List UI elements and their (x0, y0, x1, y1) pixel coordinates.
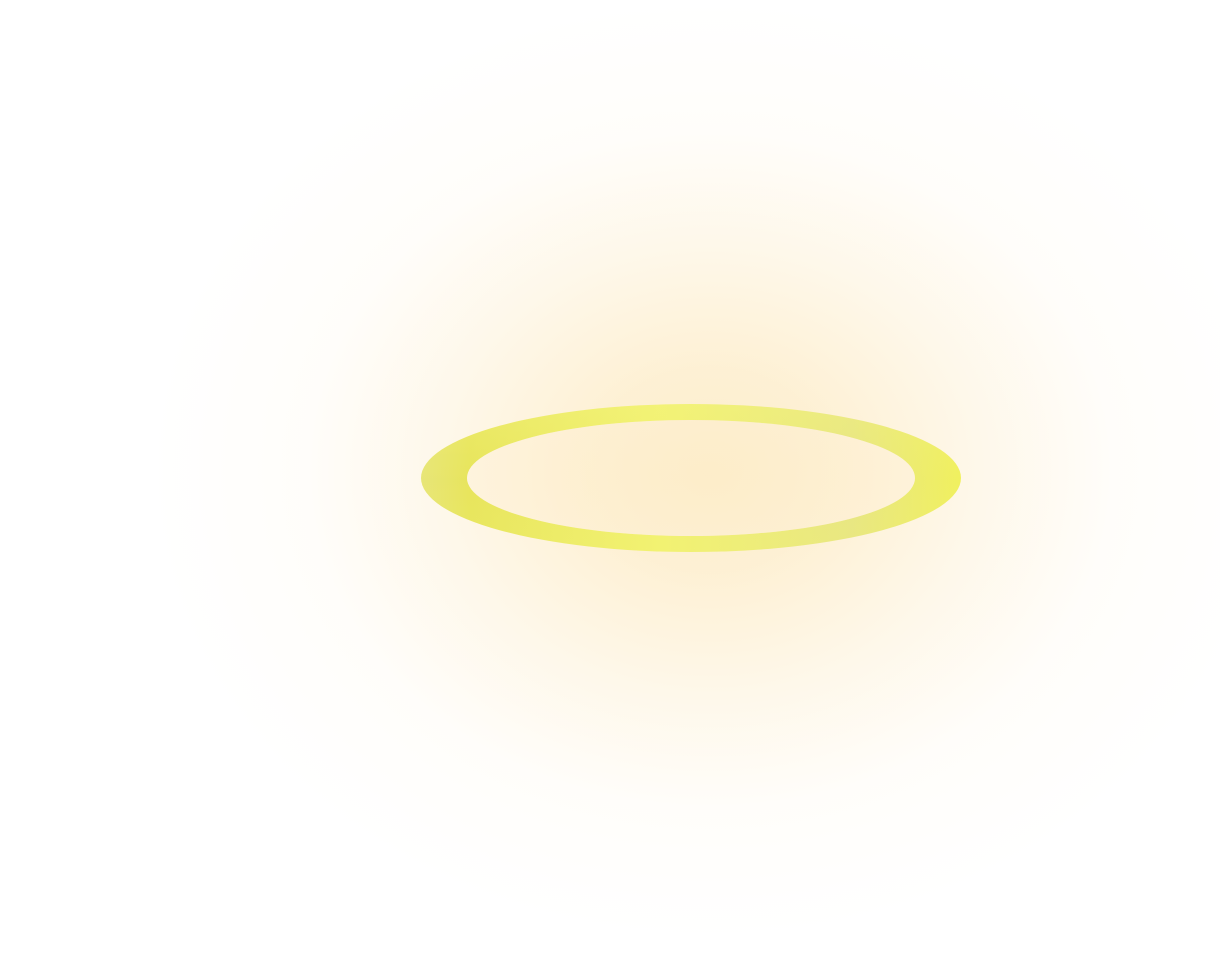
halo-inner-void (467, 420, 915, 536)
